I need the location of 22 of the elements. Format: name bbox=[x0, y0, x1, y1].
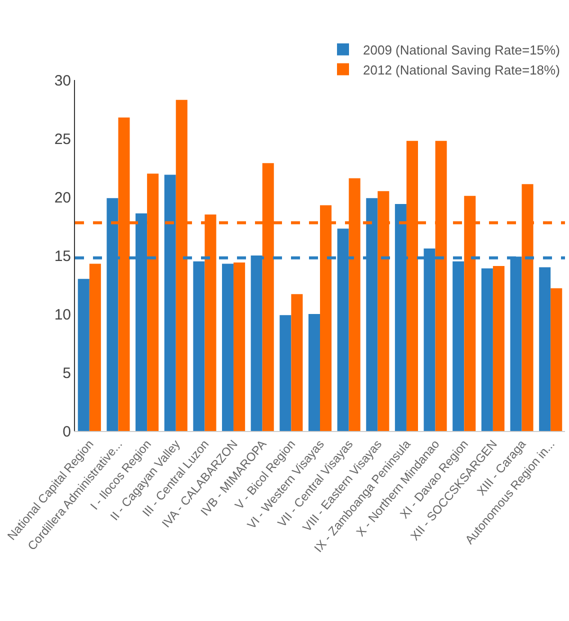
bar bbox=[222, 264, 234, 431]
bar bbox=[492, 266, 504, 431]
bar bbox=[78, 278, 90, 431]
bar bbox=[89, 264, 101, 431]
y-tick-label: 0 bbox=[62, 423, 71, 440]
bar bbox=[550, 288, 562, 431]
y-tick-label: 5 bbox=[62, 364, 71, 382]
bar bbox=[308, 314, 320, 431]
legend-label: 2012 (National Saving Rate=18%) bbox=[363, 62, 560, 78]
bar bbox=[193, 261, 205, 431]
bar bbox=[452, 261, 464, 431]
y-tick-label: 10 bbox=[54, 306, 71, 324]
bar bbox=[539, 267, 551, 431]
y-tick-label: 25 bbox=[54, 130, 71, 148]
legend-label: 2009 (National Saving Rate=15%) bbox=[363, 42, 560, 58]
y-tick-label: 15 bbox=[54, 248, 71, 265]
y-tick-label: 30 bbox=[54, 72, 71, 90]
bar bbox=[280, 315, 292, 431]
bar bbox=[291, 294, 303, 431]
bar bbox=[234, 262, 246, 431]
bar bbox=[481, 268, 493, 431]
y-tick-label: 20 bbox=[54, 189, 71, 206]
